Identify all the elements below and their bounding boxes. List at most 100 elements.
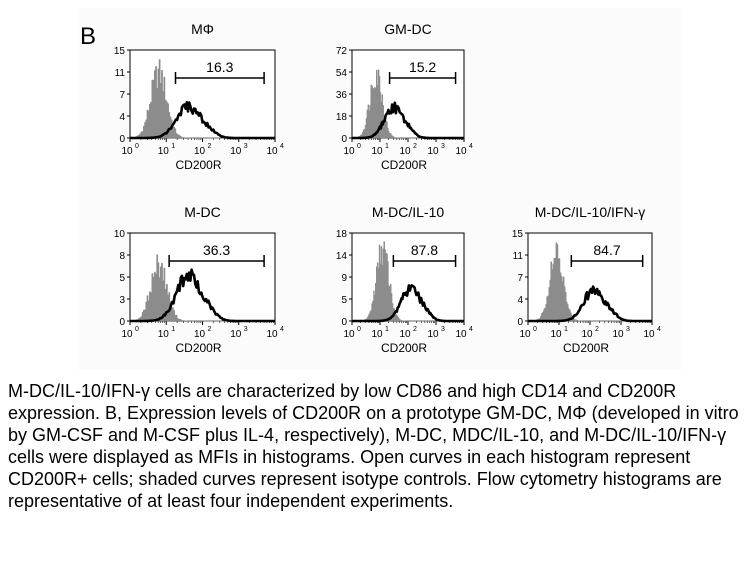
y-tick-label: 7 [517,273,523,284]
caption-text: M-DC/IL-10/IFN-γ cells are characterized… [8,381,739,511]
y-tick-label: 14 [336,251,348,262]
panel-title: M-DC [184,204,221,220]
x-tick-label: 10 [121,146,133,157]
x-tick-exponent: 4 [280,143,284,150]
x-tick-exponent: 4 [469,326,473,333]
y-tick-label: 5 [119,273,125,284]
y-tick-label: 11 [513,251,524,262]
x-tick-exponent: 2 [208,143,212,150]
x-tick-exponent: 4 [469,143,473,150]
x-tick-exponent: 4 [657,326,661,333]
x-tick-label: 10 [519,329,531,340]
x-tick-label: 10 [612,329,624,340]
y-tick-label: 0 [341,317,347,328]
y-tick-label: 0 [517,317,523,328]
y-tick-label: 7 [119,90,125,101]
y-tick-label: 72 [336,46,348,57]
plot-frame [351,232,465,322]
gate-value-label: 84.7 [593,242,620,258]
x-tick-label: 10 [343,146,355,157]
y-tick-label: 0 [119,317,125,328]
x-tick-label: 10 [266,329,278,340]
y-tick-label: 18 [336,112,348,123]
cd200r-histogram [129,268,276,323]
cd200r-histogram [527,285,653,323]
x-tick-label: 10 [343,329,355,340]
x-tick-exponent: 1 [385,143,389,150]
x-tick-label: 10 [230,329,242,340]
figure: B MΦ 0 4 7 11 15 10 0 10 1 10 2 10 3 10 4 CD200R 16.3 GM-D… [80,21,662,355]
y-tick-label: 54 [336,68,348,79]
x-tick-exponent: 3 [626,326,630,333]
cd200r-histogram [351,284,465,323]
panel-title: GM-DC [384,21,431,37]
x-tick-label: 10 [427,146,439,157]
y-tick-label: 18 [336,229,348,240]
x-tick-label: 10 [266,146,278,157]
x-tick-label: 10 [427,329,439,340]
x-tick-exponent: 1 [171,326,175,333]
x-tick-exponent: 3 [441,326,445,333]
x-tick-label: 10 [158,146,170,157]
x-tick-label: 10 [371,329,383,340]
gate-value-label: 36.3 [203,242,230,258]
x-axis-label: CD200R [175,341,221,355]
cd200r-histogram [351,101,465,140]
x-tick-label: 10 [581,329,593,340]
y-tick-label: 11 [115,68,126,79]
x-tick-exponent: 2 [208,326,212,333]
cd200r-histogram [129,100,276,140]
x-axis-label: CD200R [175,158,221,172]
y-tick-label: 9 [341,273,347,284]
x-tick-label: 10 [550,329,562,340]
gate-value-label: 87.8 [411,242,438,258]
y-tick-label: 5 [341,295,347,306]
x-tick-label: 10 [121,329,133,340]
x-tick-exponent: 1 [564,326,568,333]
panel-title: M-DC/IL-10/IFN-γ [535,204,645,220]
x-tick-label: 10 [194,329,206,340]
x-tick-exponent: 0 [533,326,537,333]
x-tick-exponent: 2 [413,326,417,333]
y-tick-label: 3 [119,295,125,306]
y-tick-label: 4 [119,112,125,123]
figure-caption: M-DC/IL-10/IFN-γ cells are characterized… [8,380,752,512]
y-tick-label: 36 [336,90,348,101]
x-tick-label: 10 [158,329,170,340]
y-tick-label: 0 [341,134,347,145]
x-tick-exponent: 0 [135,326,139,333]
x-tick-exponent: 4 [280,326,284,333]
x-tick-label: 10 [455,329,467,340]
panel-title: M-DC/IL-10 [372,204,445,220]
x-axis-label: CD200R [381,158,427,172]
x-tick-exponent: 3 [244,143,248,150]
x-tick-exponent: 3 [441,143,445,150]
x-tick-label: 10 [371,146,383,157]
y-tick-label: 15 [512,229,524,240]
x-tick-exponent: 0 [135,143,139,150]
x-tick-exponent: 2 [413,143,417,150]
gate-value-label: 16.3 [206,59,233,75]
x-tick-label: 10 [194,146,206,157]
x-tick-label: 10 [643,329,655,340]
y-tick-label: 15 [114,46,126,57]
x-tick-label: 10 [455,146,467,157]
x-tick-exponent: 3 [244,326,248,333]
x-axis-label: CD200R [381,341,427,355]
x-tick-exponent: 0 [357,143,361,150]
x-tick-label: 10 [399,329,411,340]
panel-letter: B [80,23,96,50]
y-tick-label: 4 [517,295,523,306]
y-tick-label: 8 [119,251,125,262]
x-tick-exponent: 2 [595,326,599,333]
x-tick-exponent: 0 [357,326,361,333]
y-tick-label: 10 [114,229,126,240]
gate-value-label: 15.2 [409,59,436,75]
y-tick-label: 0 [119,134,125,145]
